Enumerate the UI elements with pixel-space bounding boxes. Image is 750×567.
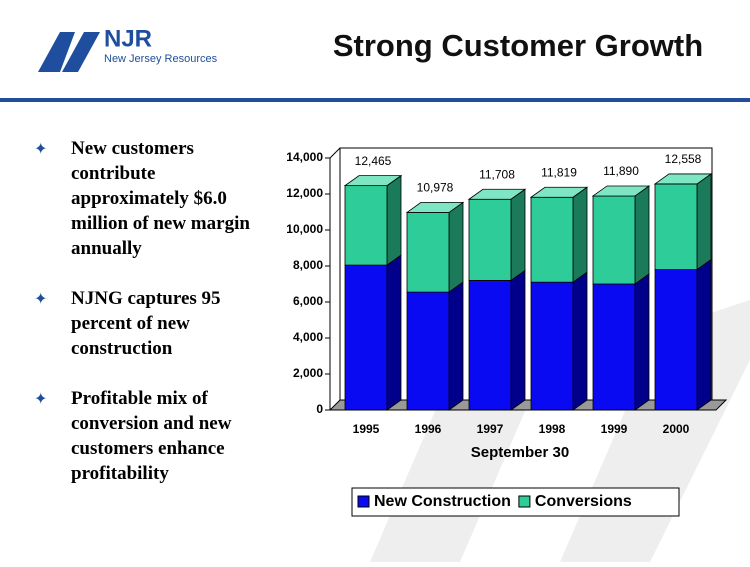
bullet-line: NJNG captures 95 <box>71 288 221 309</box>
bar-front <box>468 279 512 411</box>
bullet-line: conversion and new <box>71 413 232 434</box>
x-tick-label: 1997 <box>477 422 504 436</box>
bullet-text: NJNG captures 95 percent of new constructi… <box>71 288 221 359</box>
bullet-line: contribute <box>71 163 155 184</box>
x-tick-label: 1998 <box>539 422 566 436</box>
logo: NJR New Jersey Resources <box>38 25 218 72</box>
bullet-line: Profitable mix of <box>71 388 209 409</box>
total-label: 10,978 <box>417 181 454 195</box>
bar-top <box>529 186 589 198</box>
bar-front <box>530 196 574 283</box>
bar-front <box>344 264 388 411</box>
legend-label: New Construction <box>374 493 511 510</box>
header-rule <box>0 98 750 102</box>
total-label: 12,558 <box>665 152 702 166</box>
bar-side <box>448 201 464 293</box>
bar-top <box>405 201 465 213</box>
bar-segment <box>530 271 588 411</box>
legend-label: Conversions <box>535 493 632 510</box>
bar-side <box>572 271 588 411</box>
bar-side <box>510 269 526 411</box>
bar-side <box>386 174 402 266</box>
bullet-line: profitability <box>71 463 169 484</box>
bar-side <box>510 188 526 282</box>
bar-top <box>653 173 713 185</box>
legend-swatch <box>357 495 370 508</box>
bullet-line: construction <box>71 338 173 359</box>
bar-side <box>634 273 650 411</box>
bar-segment <box>344 254 402 411</box>
bar-front <box>654 269 698 411</box>
bar-front <box>406 211 450 293</box>
x-tick-label: 1995 <box>353 422 380 436</box>
total-label: 12,465 <box>355 154 392 168</box>
bar-segment <box>405 201 465 293</box>
bar-top <box>343 175 403 187</box>
y-tick-label: 0 <box>316 402 323 416</box>
y-tick-label: 12,000 <box>286 186 323 200</box>
x-axis-label: September 30 <box>471 444 569 461</box>
bar-top <box>467 188 527 200</box>
legend-box <box>351 487 680 517</box>
bar-segment <box>591 185 651 285</box>
bullet-line: annually <box>71 238 142 259</box>
y-tick-label: 6,000 <box>293 294 323 308</box>
bar-segment <box>592 273 650 411</box>
bar-front <box>344 185 388 266</box>
bullet-text: New customers contribute approximately $6.… <box>71 138 250 259</box>
bar-segment <box>406 281 464 411</box>
bar-segment <box>654 258 712 411</box>
bar-segment <box>467 188 527 282</box>
bullet-line: percent of new <box>71 313 190 334</box>
bar-segment <box>653 173 713 271</box>
bar-front <box>592 195 636 285</box>
chart: 0 2,000 4,000 6,000 8,000 10,000 12,000 14,000 1… <box>286 147 728 517</box>
y-tick-label: 2,000 <box>293 366 323 380</box>
legend-swatch <box>518 495 531 508</box>
bullet-line: approximately $6.0 <box>71 188 227 209</box>
bullet-line: million of new margin <box>71 213 250 234</box>
bullet-icon: ✦ <box>34 391 47 408</box>
bar-side <box>696 258 712 411</box>
bar-side <box>696 173 712 271</box>
bar-front <box>592 283 636 411</box>
bar-side <box>448 281 464 411</box>
y-tick-label: 10,000 <box>286 222 323 236</box>
bar-top <box>591 185 651 197</box>
bar-side <box>572 186 588 283</box>
x-tick-label: 2000 <box>663 422 690 436</box>
x-tick-label: 1996 <box>415 422 442 436</box>
total-label: 11,890 <box>603 164 639 178</box>
bar-segment <box>468 269 526 411</box>
y-axis <box>329 147 341 159</box>
bullet-line: customers enhance <box>71 438 225 459</box>
bar-front <box>654 183 698 270</box>
bar-front <box>530 281 574 411</box>
total-label: 11,708 <box>479 167 515 181</box>
x-tick-label: 1999 <box>601 422 628 436</box>
y-tick-label: 4,000 <box>293 330 323 344</box>
bar-segment <box>343 174 403 266</box>
total-label: 11,819 <box>541 165 577 179</box>
bullet-list: ✦ New customers contribute approximately $6… <box>34 138 250 484</box>
bullet-text: Profitable mix of conversion and new custo… <box>71 388 232 484</box>
bullet-line: New customers <box>71 138 194 159</box>
bar-side <box>386 254 402 411</box>
logo-name: New Jersey Resources <box>104 53 218 65</box>
bar-side <box>634 185 650 285</box>
bullet-icon: ✦ <box>34 141 47 158</box>
y-tick-label: 14,000 <box>286 150 323 164</box>
bar-front <box>406 291 450 411</box>
y-tick-label: 8,000 <box>293 258 323 272</box>
bullet-icon: ✦ <box>34 291 47 308</box>
bar-front <box>468 198 512 281</box>
logo-mark: NJR <box>104 25 152 52</box>
slide-title: Strong Customer Growth <box>333 28 703 63</box>
bar-segment <box>529 186 589 283</box>
